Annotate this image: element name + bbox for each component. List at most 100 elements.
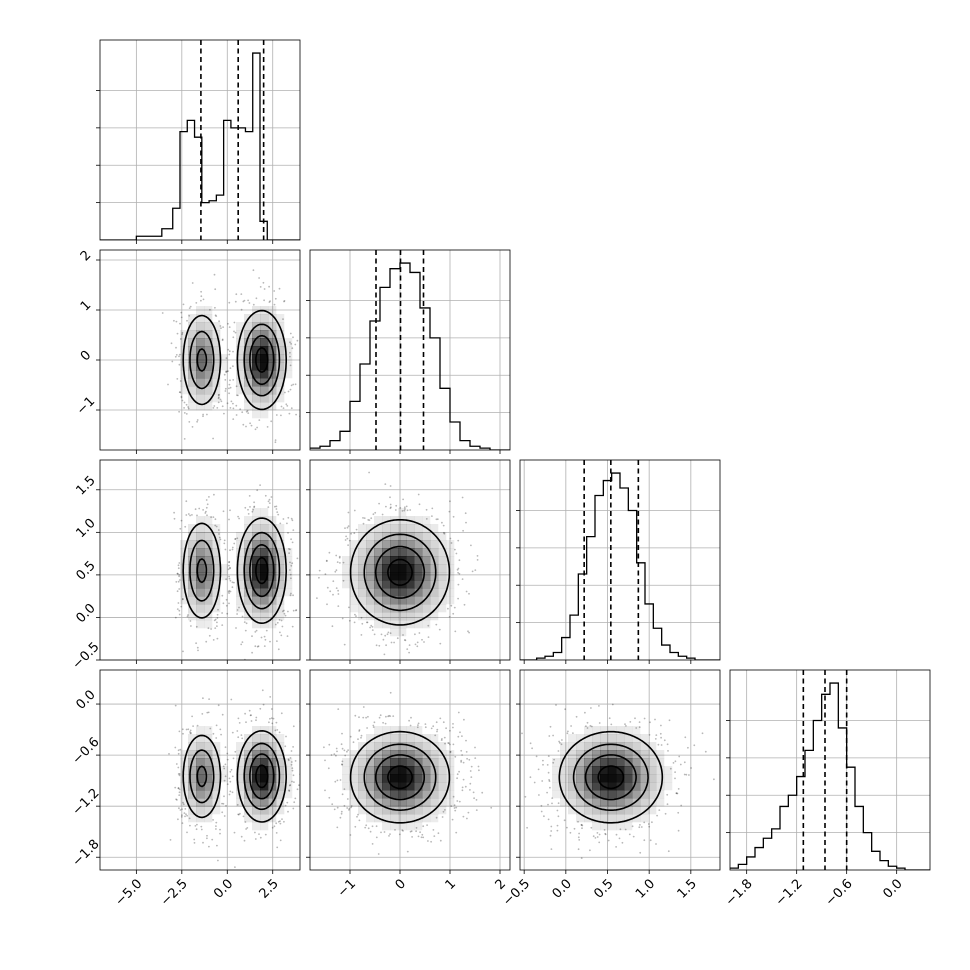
scatter-point <box>383 653 386 656</box>
scatter-point <box>259 836 262 839</box>
density-cell <box>414 798 423 807</box>
scatter-point <box>667 850 670 853</box>
scatter-point <box>278 731 281 734</box>
scatter-point <box>318 576 320 579</box>
scatter-point <box>336 561 339 563</box>
density-cell <box>268 620 277 629</box>
scatter-point <box>553 758 555 761</box>
density-cell <box>252 508 261 517</box>
scatter-point <box>654 718 656 721</box>
scatter-point <box>229 567 231 570</box>
density-cell <box>656 790 665 799</box>
scatter-point <box>580 824 583 826</box>
scatter-point <box>465 751 468 753</box>
scatter-point <box>592 835 595 838</box>
scatter-point <box>450 805 453 807</box>
density-cell <box>374 516 383 525</box>
scatter-point <box>348 619 351 622</box>
density-cell <box>188 532 197 541</box>
scatter-point <box>590 725 593 728</box>
density-cell <box>390 814 399 823</box>
scatter-point <box>178 774 181 777</box>
density-cell <box>358 596 367 605</box>
scatter-point <box>204 512 207 514</box>
scatter-point <box>180 519 183 522</box>
density-cell <box>252 386 261 395</box>
density-cell <box>632 758 641 767</box>
scatter-point <box>260 636 263 639</box>
density-cell <box>204 790 213 799</box>
scatter-point <box>224 548 227 551</box>
scatter-point <box>281 818 283 820</box>
scatter-point <box>229 367 232 369</box>
scatter-point <box>180 311 183 314</box>
density-cell <box>358 612 367 621</box>
density-cell <box>382 540 391 549</box>
scatter-point <box>226 783 229 786</box>
density-cell <box>196 306 205 315</box>
scatter-point <box>231 581 234 584</box>
scatter-point <box>214 288 217 291</box>
density-cell <box>284 354 293 363</box>
scatter-point <box>178 791 181 794</box>
scatter-point <box>341 747 344 750</box>
density-cell <box>276 370 285 379</box>
density-cell <box>244 386 253 395</box>
density-cell <box>284 370 293 379</box>
density-cell <box>438 572 447 581</box>
scatter-point <box>586 721 589 724</box>
y-tick-label: −1 <box>74 394 98 418</box>
scatter-point <box>558 740 560 743</box>
density-cell <box>358 742 367 751</box>
density-cell <box>414 782 423 791</box>
density-cell <box>576 766 585 775</box>
scatter-point <box>206 503 209 506</box>
scatter-point <box>228 301 231 304</box>
density-cell <box>382 782 391 791</box>
scatter-point <box>357 738 359 741</box>
scatter-point <box>382 638 385 641</box>
scatter-point <box>618 837 621 840</box>
scatter-point <box>214 627 217 629</box>
histogram-step-line <box>310 262 510 450</box>
density-cell <box>592 806 601 815</box>
scatter-point <box>467 630 469 633</box>
x-tick-label: 2.5 <box>257 876 282 901</box>
scatter-point <box>386 633 389 636</box>
scatter-point <box>450 542 453 544</box>
density-cell <box>276 766 285 775</box>
scatter-point <box>649 839 652 842</box>
scatter-point <box>251 635 253 638</box>
x-tick-label: −0.5 <box>500 876 533 909</box>
scatter-point <box>218 320 221 323</box>
scatter-point <box>265 629 268 632</box>
density-cell <box>204 766 213 775</box>
density-cell <box>414 774 423 783</box>
scatter-point <box>406 850 409 853</box>
scatter-point <box>472 791 475 794</box>
density-cell <box>608 758 617 767</box>
scatter-point <box>370 517 373 520</box>
scatter-point <box>476 559 479 561</box>
density-cell <box>260 338 269 347</box>
scatter-point <box>543 815 545 818</box>
scatter-point <box>349 735 352 738</box>
density-cell <box>624 822 633 831</box>
density-cell <box>284 782 293 791</box>
density-cell <box>616 750 625 759</box>
scatter-point <box>237 515 240 518</box>
density-cell <box>196 814 205 823</box>
joint-panel-0-2 <box>96 459 301 664</box>
scatter-point <box>270 708 273 710</box>
density-cell <box>358 564 367 573</box>
scatter-point <box>279 839 282 842</box>
scatter-point <box>581 827 583 830</box>
density-cell <box>204 782 213 791</box>
density-cell <box>406 774 415 783</box>
scatter-point <box>234 300 237 303</box>
density-cell <box>430 572 439 581</box>
scatter-point <box>264 833 267 836</box>
density-cell <box>600 742 609 751</box>
scatter-point <box>344 539 347 541</box>
scatter-points <box>173 484 299 660</box>
